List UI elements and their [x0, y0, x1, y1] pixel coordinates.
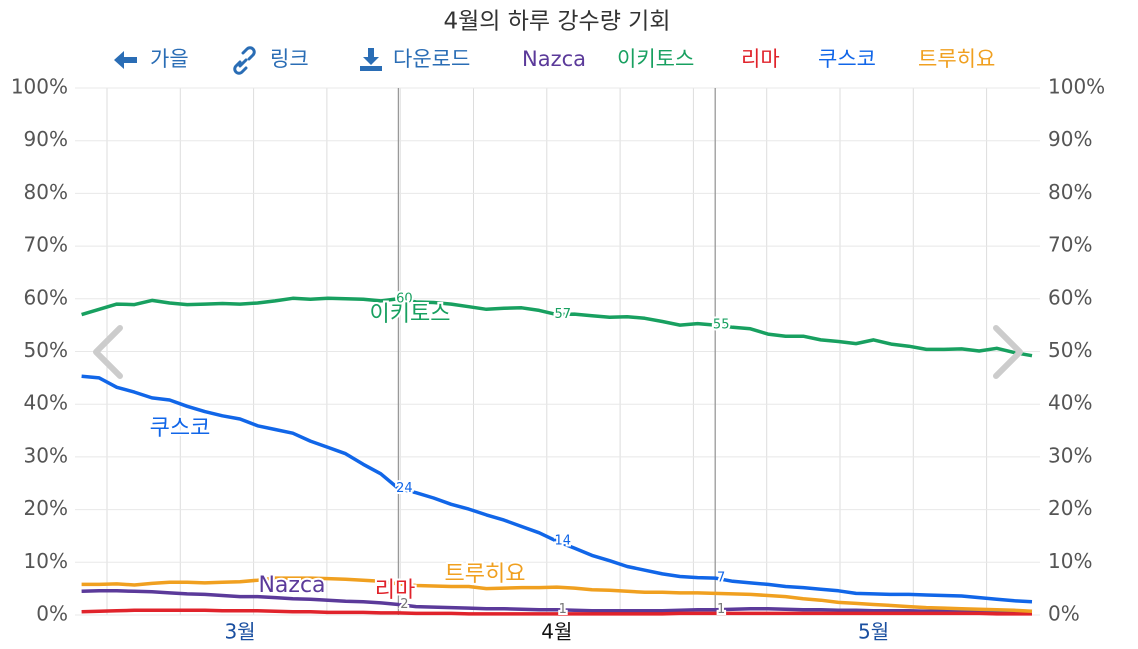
series-line — [81, 608, 1032, 616]
series-inline-label: 리마 — [375, 578, 415, 603]
data-label: 55 — [713, 318, 730, 333]
legend-entry[interactable]: Nazca — [522, 47, 586, 71]
series-inline-label: 이키토스 — [370, 302, 451, 327]
data-label: 60 — [396, 291, 413, 306]
series-line — [81, 576, 1033, 614]
y-tick-label: 60% — [24, 285, 68, 309]
series-inline-label: 쿠스코 — [150, 416, 211, 441]
series-line — [81, 296, 1033, 358]
x-tick-label: 4월 — [541, 620, 572, 644]
y-tick-label-right: 40% — [1048, 391, 1092, 415]
y-tick-label-right: 80% — [1048, 180, 1092, 204]
y-tick-label: 30% — [24, 443, 68, 467]
legend-entry[interactable]: 리마 — [741, 47, 780, 71]
chart-title: 4월의 하루 강수량 기회 — [443, 9, 670, 35]
download-icon[interactable] — [360, 48, 382, 71]
y-tick-label: 20% — [24, 496, 68, 520]
data-label: 1 — [717, 602, 725, 617]
y-tick-label-right: 30% — [1048, 443, 1092, 467]
data-label: 7 — [717, 571, 725, 586]
x-tick-label: 5월 — [858, 620, 889, 644]
back-icon[interactable] — [114, 51, 137, 69]
data-label: 1 — [559, 602, 567, 617]
y-tick-label: 100% — [11, 75, 68, 99]
y-tick-label-right: 90% — [1048, 127, 1092, 151]
series-line — [81, 589, 1033, 615]
data-label: 14 — [555, 534, 572, 549]
toolbar-button[interactable]: 다운로드 — [393, 47, 470, 71]
legend-entry[interactable]: 쿠스코 — [818, 47, 876, 71]
y-tick-label: 40% — [24, 391, 68, 415]
y-tick-label: 90% — [24, 127, 68, 151]
link-icon[interactable] — [233, 46, 256, 75]
legend-entry[interactable]: 트루히요 — [918, 47, 995, 71]
series-line — [81, 374, 1033, 604]
y-tick-label: 80% — [24, 180, 68, 204]
data-label: 57 — [555, 307, 572, 322]
toolbar-button[interactable]: 링크 — [270, 47, 309, 71]
y-tick-label-right: 60% — [1048, 285, 1092, 309]
y-tick-label: 50% — [24, 338, 68, 362]
toolbar-label[interactable]: 가을 — [150, 47, 189, 71]
y-tick-label-right: 50% — [1048, 338, 1092, 362]
y-tick-label: 0% — [36, 602, 68, 626]
data-label: 2 — [400, 597, 408, 612]
y-tick-label-right: 100% — [1048, 75, 1105, 99]
toolbar-button[interactable]: 가을 — [150, 47, 189, 71]
y-tick-label-right: 0% — [1048, 602, 1080, 626]
y-tick-label-right: 10% — [1048, 549, 1092, 573]
nav-next[interactable] — [993, 325, 1023, 379]
y-tick-label-right: 70% — [1048, 233, 1092, 257]
nav-prev[interactable] — [93, 325, 123, 379]
toolbar-label[interactable]: 링크 — [270, 47, 309, 71]
y-tick-label: 70% — [24, 233, 68, 257]
y-tick-label-right: 20% — [1048, 496, 1092, 520]
toolbar-label[interactable]: 다운로드 — [393, 47, 470, 71]
legend-entry[interactable]: 이키토스 — [617, 47, 694, 71]
x-tick-label: 3월 — [224, 620, 255, 644]
data-label: 24 — [396, 481, 413, 496]
series-inline-label: Nazca — [258, 573, 325, 598]
series-inline-label: 트루히요 — [445, 562, 526, 587]
y-tick-label: 10% — [24, 549, 68, 573]
